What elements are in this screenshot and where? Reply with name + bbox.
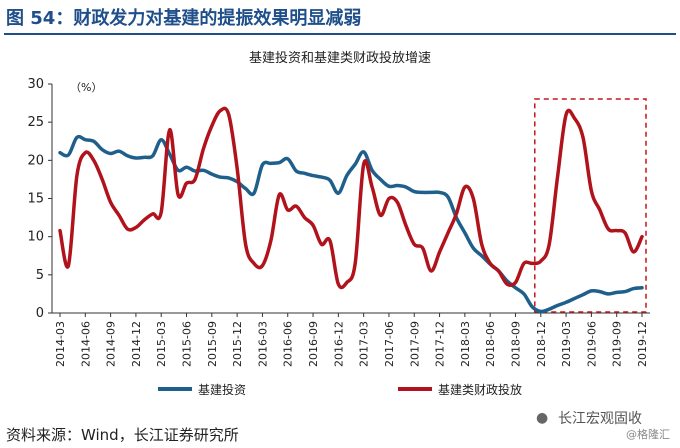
x-tick-label: 2017-12: [434, 321, 447, 367]
y-tick-label: 5: [36, 268, 44, 283]
watermark-sub: @格隆汇: [626, 428, 670, 441]
x-tick-label: 2018-12: [535, 321, 548, 367]
wechat-icon: ●: [536, 410, 549, 426]
series-lines: [58, 106, 644, 314]
y-tick-label: 25: [27, 115, 44, 130]
source-note: 资料来源：Wind，长江证券研究所: [6, 426, 239, 444]
x-tick-label: 2016-06: [282, 321, 295, 367]
x-tick-label: 2019-09: [611, 321, 624, 367]
axes: 0 5 10 15 20 25 30 2014-03 2014-06 2014-09 2014-12…: [27, 77, 650, 367]
x-tick-label: 2019-03: [560, 321, 573, 367]
x-tick-label: 2018-03: [459, 321, 472, 367]
legend: 基建投资 基建类财政投放: [158, 382, 522, 397]
x-tick-label: 2018-09: [509, 321, 522, 367]
x-tick-label: 2017-06: [383, 321, 396, 367]
y-tick-label: 0: [36, 306, 44, 321]
legend-label-1: 基建投资: [198, 382, 246, 397]
x-tick-label: 2016-09: [307, 321, 320, 367]
x-tick-label: 2015-12: [231, 321, 244, 367]
line-chart: 基建投资和基建类财政投放增速 （%） 0 5 10 15 20 25 30 2014-03 20…: [27, 50, 650, 397]
x-tick-label: 2014-03: [54, 321, 67, 367]
x-tick-label: 2014-09: [105, 321, 118, 367]
highlight-box-group: [534, 98, 647, 313]
chart-title: 基建投资和基建类财政投放增速: [249, 50, 431, 66]
watermark-main: 长江宏观固收: [558, 411, 642, 427]
x-tick-label: 2015-06: [181, 321, 194, 367]
legend-label-2: 基建类财政投放: [438, 382, 522, 397]
watermark: ● 长江宏观固收 @格隆汇: [524, 408, 674, 446]
x-tick-label: 2015-09: [206, 321, 219, 367]
figure-title: 图 54：财政发力对基建的提振效果明显减弱: [6, 8, 362, 29]
x-tick-label: 2019-12: [636, 321, 649, 367]
y-tick-label: 10: [27, 230, 44, 245]
highlight-box: [534, 98, 647, 313]
y-tick-label: 20: [27, 153, 44, 168]
x-tick-label: 2016-12: [332, 321, 345, 367]
x-tick-label: 2017-03: [358, 321, 371, 367]
title-rule: [4, 33, 676, 35]
unit-label: （%）: [70, 81, 102, 94]
series-line-2: [58, 106, 644, 290]
x-tick-label: 2019-06: [585, 321, 598, 367]
series-line-1: [58, 134, 644, 314]
x-tick-label: 2016-03: [256, 321, 269, 367]
y-tick-label: 15: [27, 192, 44, 207]
x-tick-label: 2014-12: [130, 321, 143, 367]
y-tick-label: 30: [27, 77, 44, 92]
x-tick-label: 2017-09: [408, 321, 421, 367]
x-tick-label: 2015-03: [155, 321, 168, 367]
x-tick-label: 2018-06: [484, 321, 497, 367]
x-tick-label: 2014-06: [79, 321, 92, 367]
